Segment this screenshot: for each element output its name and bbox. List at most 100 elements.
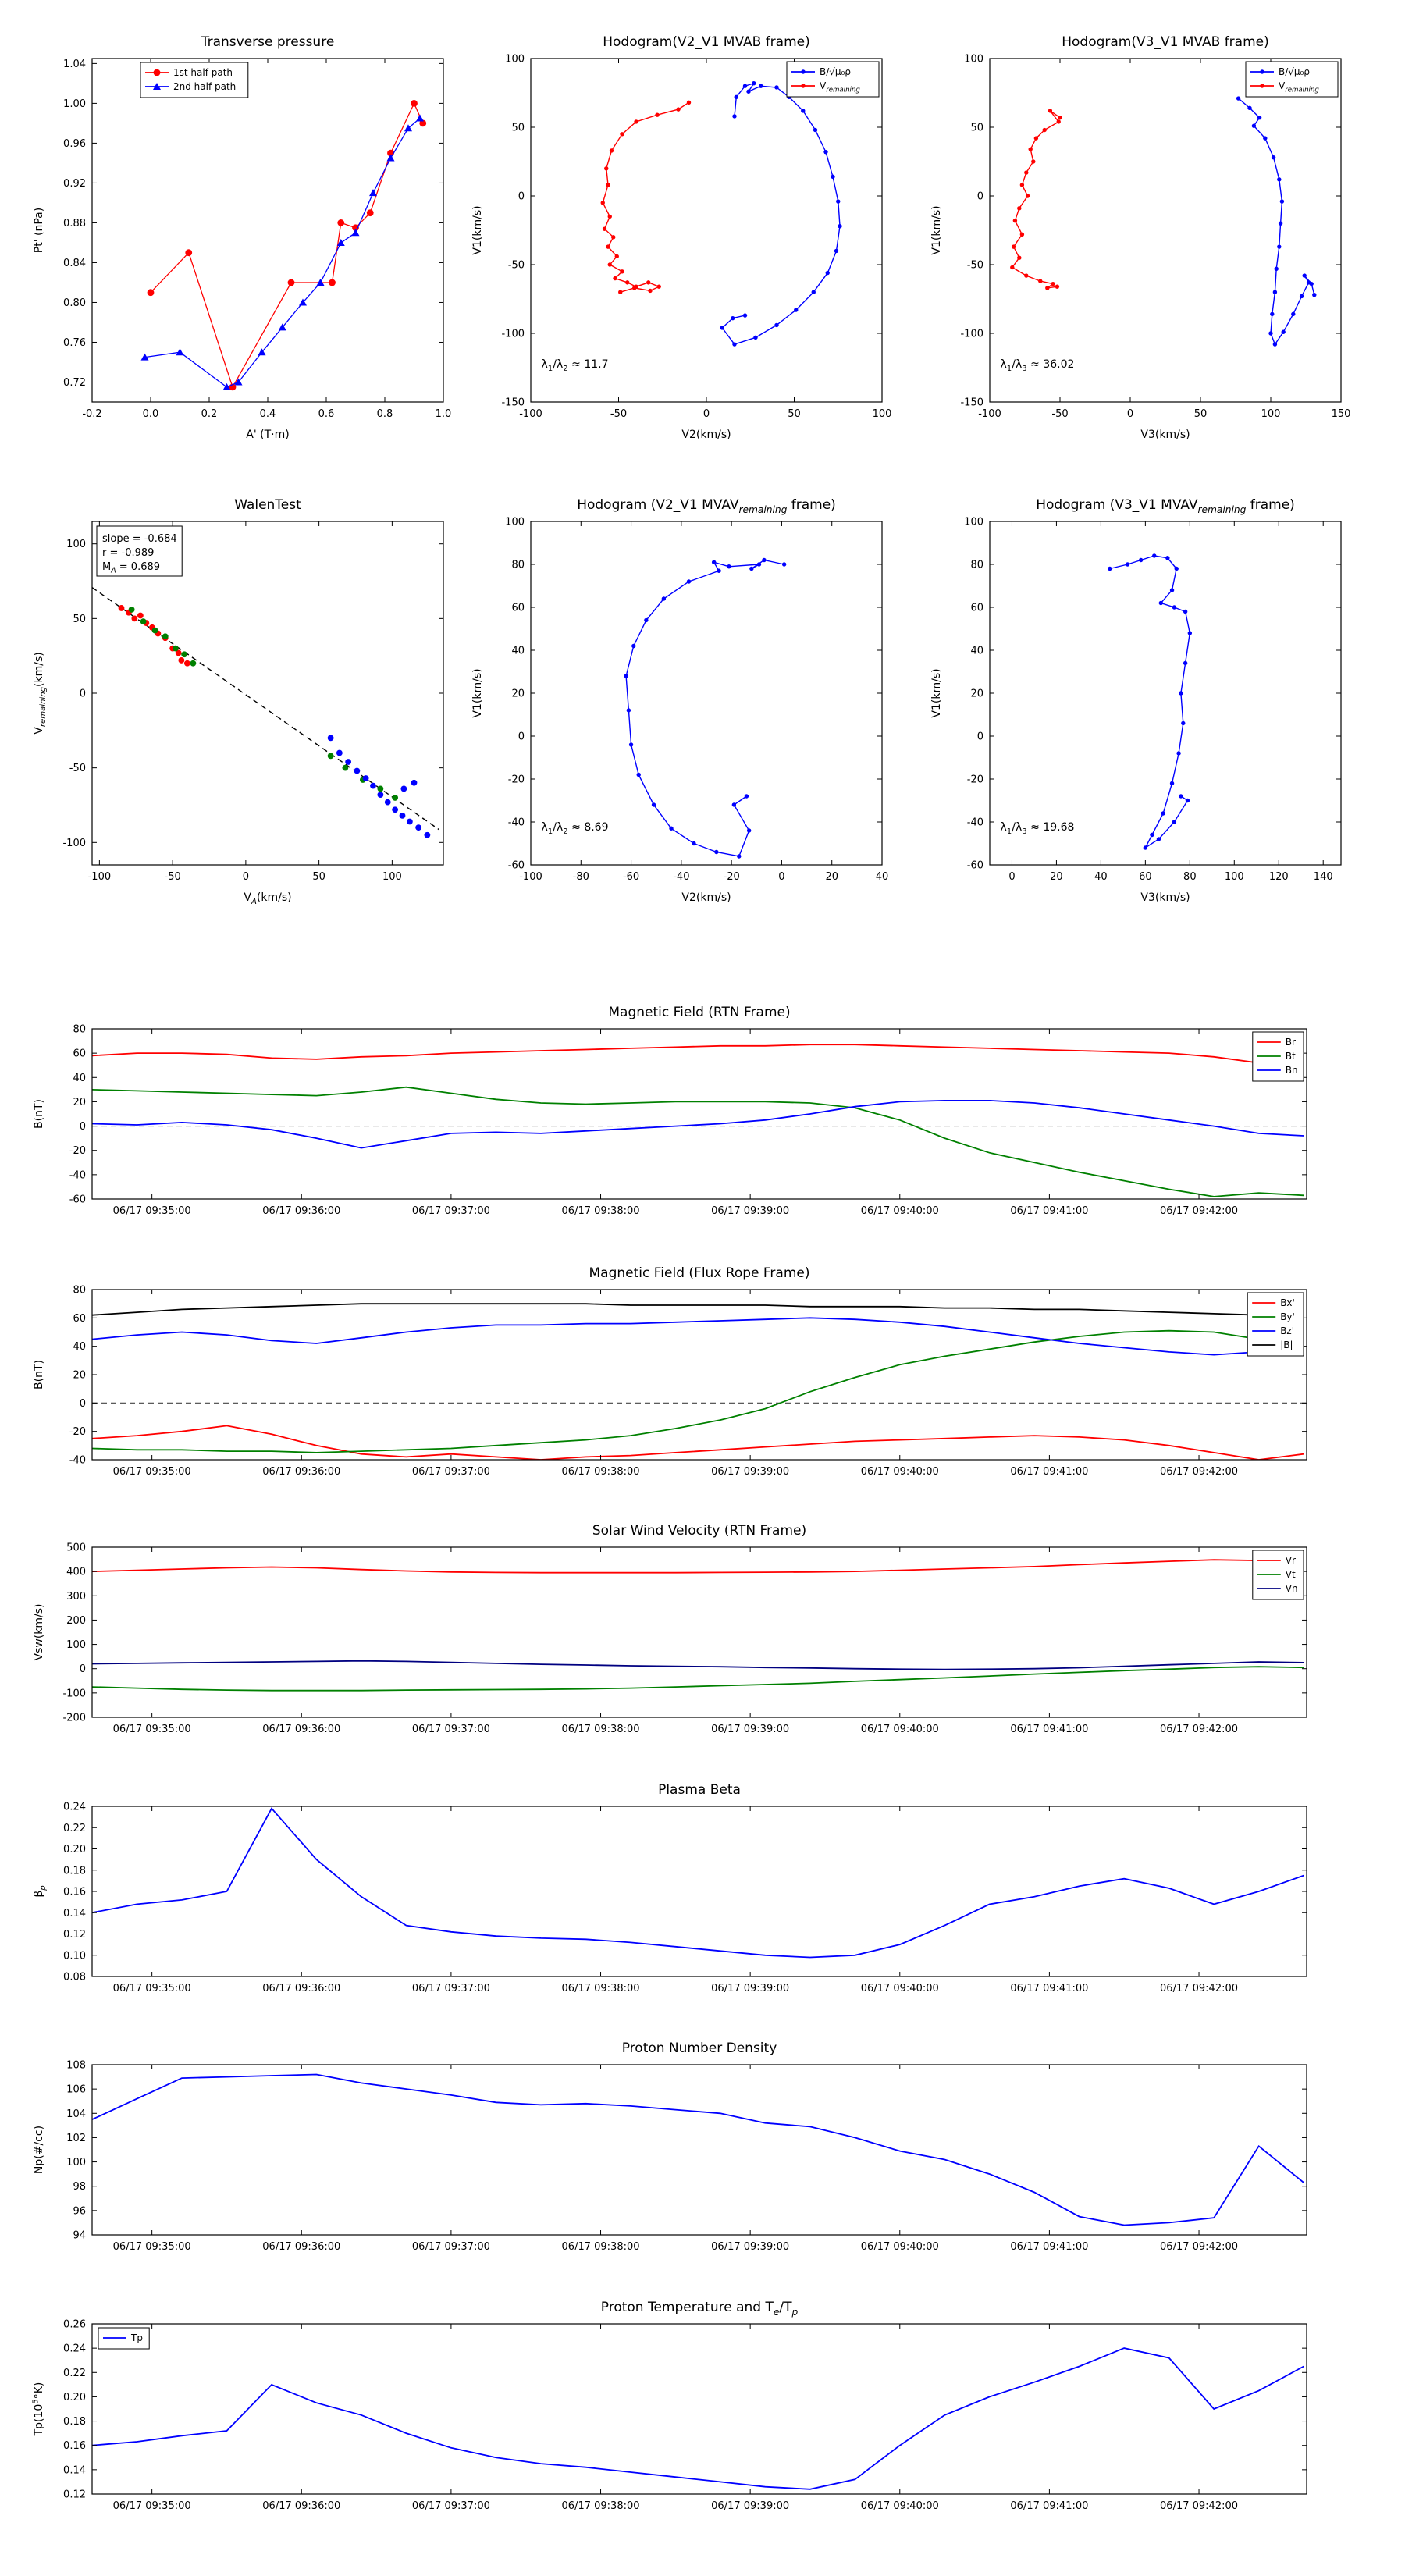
legend-label: Vremaining	[1279, 80, 1319, 94]
y-tick-label: 0.08	[63, 1972, 86, 1984]
x-tick-label: 100	[1261, 408, 1281, 420]
x-tick-label: -100	[519, 871, 542, 883]
y-tick-label: 102	[66, 2133, 86, 2144]
chart-title: Magnetic Field (RTN Frame)	[608, 1005, 790, 1020]
annotation: λ1/λ3 ≈ 36.02	[1001, 358, 1075, 373]
x-tick-label: 0.2	[201, 408, 218, 420]
y-tick-label: 100	[66, 1639, 86, 1651]
x-tick-label: -20	[724, 871, 740, 883]
y-tick-label: 0.92	[63, 178, 86, 190]
y-tick-label: -50	[508, 260, 525, 272]
y-tick-label: 0.20	[63, 1844, 86, 1856]
y-axis-label: Np(#/cc)	[33, 2126, 45, 2174]
series-group	[140, 99, 427, 391]
y-tick-label: 0.12	[63, 1929, 86, 1941]
y-axis-label: V1(km/s)	[471, 205, 484, 254]
legend-label: 1st half path	[173, 67, 233, 78]
y-tick-label: 60	[511, 603, 525, 614]
y-axis-label: B(nT)	[33, 1360, 45, 1389]
chart-title: Hodogram(V3_V1 MVAB frame)	[1062, 34, 1269, 50]
x-tick-label: 0.4	[260, 408, 276, 420]
y-tick-label: -40	[69, 1169, 86, 1181]
y-tick-label: 50	[73, 614, 86, 625]
y-tick-label: -40	[69, 1455, 86, 1467]
series-group	[1108, 553, 1193, 850]
y-axis-label: Vremaining(km/s)	[33, 652, 48, 734]
y-tick-label: 500	[66, 1542, 86, 1554]
x-tick-label: 0.6	[318, 408, 335, 420]
x-tick-label: 20	[1050, 871, 1063, 883]
chart-title: Hodogram (V3_V1 MVAVremaining frame)	[1036, 497, 1295, 515]
y-tick-label: 40	[970, 646, 984, 657]
chart-hodogram-v3-v1-mvab: -100 -50 0 50 100 150-150-100-50050100Hodogra…	[930, 34, 1350, 441]
y-tick-label: -100	[960, 329, 984, 340]
chart-transverse-pressure: -0.2 0.0 0.2 0.4 0.6 0.8 1.0 0.72 0.76 0.80 0.84 0.…	[33, 34, 452, 441]
panel-magnetic-field-rtn: 06/17 09:35:00 06/17 09:36:00 06/17 09:37:…	[0, 982, 1361, 1242]
y-tick-label: 0.76	[63, 337, 86, 349]
x-tick-label: 06/17 09:38:00	[562, 1724, 640, 1735]
y-tick-label: 0.88	[63, 218, 86, 229]
series-group	[92, 2073, 1304, 2226]
y-tick-label: -40	[508, 817, 525, 829]
x-tick-label: 06/17 09:37:00	[412, 1205, 490, 1217]
x-tick-label: 100	[382, 871, 402, 883]
y-tick-label: -60	[508, 860, 525, 872]
x-tick-label: 06/17 09:35:00	[113, 2500, 191, 2512]
x-tick-label: -40	[673, 871, 689, 883]
y-tick-label: 0	[518, 731, 525, 743]
panel-hodogram-v3-v1-mvav: 0 20 40 60 80 100 120 140 -60 -40 -20 0 20 40 60 80 100 H…	[898, 475, 1397, 920]
annotation: λ1/λ3 ≈ 19.68	[1001, 821, 1075, 836]
x-tick-label: -100	[519, 408, 542, 420]
annotation: λ1/λ2 ≈ 8.69	[542, 821, 609, 836]
x-tick-label: 06/17 09:38:00	[562, 2500, 640, 2512]
series-group	[92, 1303, 1304, 1460]
panel-transverse-pressure: -0.2 0.0 0.2 0.4 0.6 0.8 1.0 0.72 0.76 0.80 0.84 0.…	[0, 12, 500, 457]
y-tick-label: 94	[73, 2230, 86, 2242]
y-axis-label: V1(km/s)	[930, 205, 943, 254]
x-tick-label: 06/17 09:37:00	[412, 2241, 490, 2253]
chart-magnetic-field-flux-rope: 06/17 09:35:00 06/17 09:36:00 06/17 09:37:…	[33, 1265, 1307, 1478]
panel-solar-wind-velocity-rtn: 06/17 09:35:00 06/17 09:36:00 06/17 09:37:…	[0, 1500, 1361, 1760]
x-tick-label: 100	[1225, 871, 1244, 883]
x-tick-label: 0	[1008, 871, 1015, 883]
x-tick-label: 06/17 09:41:00	[1010, 2500, 1088, 2512]
y-tick-label: 80	[73, 1285, 86, 1297]
x-tick-label: 0.8	[377, 408, 393, 420]
y-tick-label: 0.26	[63, 2319, 86, 2331]
x-tick-label: 06/17 09:37:00	[412, 2500, 490, 2512]
legend: B/√μ₀ρ Vremaining	[1245, 61, 1339, 98]
legend-label: Bt	[1286, 1051, 1296, 1062]
x-tick-label: 06/17 09:35:00	[113, 1724, 191, 1735]
y-tick-label: 0.12	[63, 2489, 86, 2501]
y-tick-label: 300	[66, 1591, 86, 1603]
chart-plasma-beta: 06/17 09:35:00 06/17 09:36:00 06/17 09:37:…	[33, 1782, 1307, 1994]
x-tick-label: 1.0	[436, 408, 452, 420]
y-tick-label: 0.14	[63, 2464, 86, 2476]
y-tick-label: -60	[69, 1194, 86, 1206]
y-tick-label: -200	[62, 1713, 86, 1724]
y-tick-label: 40	[73, 1073, 86, 1084]
x-axis-label: V2(km/s)	[681, 891, 731, 904]
x-tick-label: 50	[788, 408, 801, 420]
y-tick-label: -100	[501, 329, 525, 340]
y-tick-label: 0.84	[63, 258, 86, 269]
x-tick-label: 40	[876, 871, 889, 883]
x-tick-label: 06/17 09:35:00	[113, 1466, 191, 1478]
y-tick-label: 20	[73, 1370, 86, 1382]
y-tick-label: 100	[66, 2157, 86, 2169]
y-tick-label: 0.80	[63, 297, 86, 309]
x-tick-label: -50	[610, 408, 627, 420]
legend-label: Bn	[1286, 1065, 1298, 1076]
legend: Br Bt Bn	[1252, 1031, 1304, 1082]
y-axis-label: Vsw(km/s)	[33, 1603, 45, 1660]
y-tick-label: 0.18	[63, 1865, 86, 1877]
y-tick-label: 0	[80, 1121, 86, 1133]
annotation: λ1/λ2 ≈ 11.7	[542, 358, 609, 373]
y-tick-label: 100	[505, 517, 525, 528]
x-tick-label: 06/17 09:39:00	[711, 1466, 789, 1478]
x-tick-label: 06/17 09:36:00	[262, 1205, 340, 1217]
y-tick-label: 0	[977, 191, 984, 203]
y-tick-label: 60	[73, 1048, 86, 1060]
x-tick-label: 50	[312, 871, 325, 883]
chart-hodogram-v3-v1-mvav: 0 20 40 60 80 100 120 140 -60 -40 -20 0 20 40 60 80 100 H…	[930, 497, 1342, 904]
